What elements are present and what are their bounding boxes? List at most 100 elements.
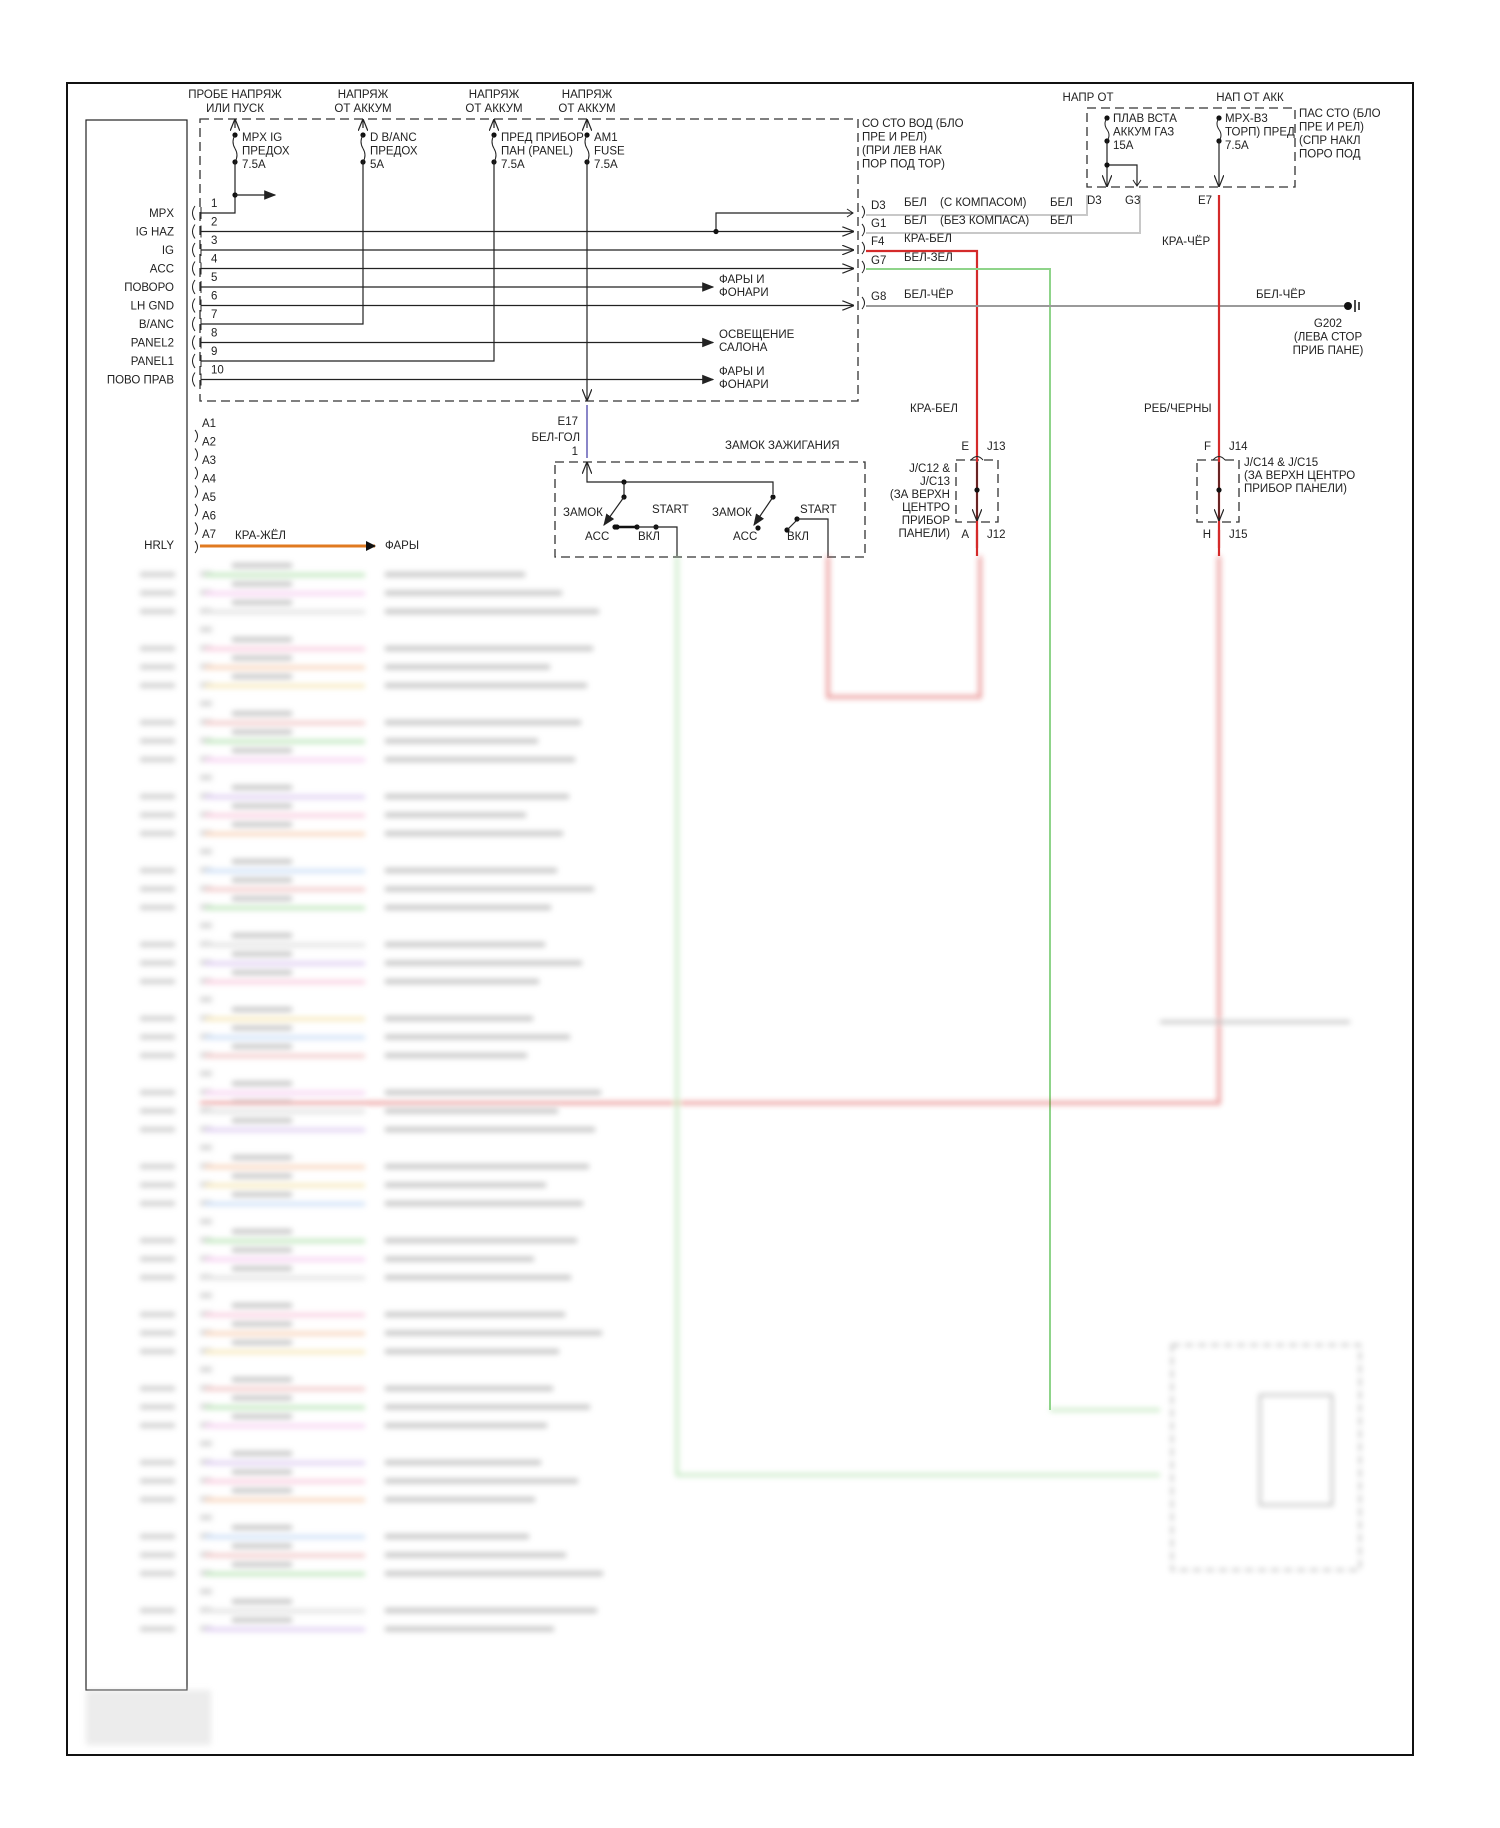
blurred-label: [86, 1690, 211, 1745]
connector-icon: [192, 316, 196, 332]
ignition-position-label: ACC: [585, 531, 609, 543]
right-fusebox-outline: [1086, 107, 1296, 188]
wire-color-label: БЕЛ: [904, 197, 927, 209]
junction-pin: E: [961, 441, 969, 453]
blurred-label: [232, 1377, 292, 1382]
blurred-label: [140, 1460, 175, 1465]
output-label: ФОНАРИ: [719, 287, 769, 299]
supply-label: НАПРЯЖ: [338, 89, 389, 101]
fusebox-pin-number: 4: [211, 254, 218, 266]
blurred-label: [385, 831, 563, 836]
connector-pin: G7: [871, 255, 886, 267]
module-pin-label: ПОВО ПРАВ: [107, 375, 174, 387]
connector-label: E17: [558, 416, 578, 428]
blurred-label: [140, 1571, 175, 1576]
connector-pin: 1: [572, 446, 578, 458]
fuse-label: MPX-B3: [1225, 113, 1268, 125]
connector-pin: G3: [1125, 195, 1140, 207]
blurred-pin: [200, 700, 212, 707]
wire: [1107, 164, 1138, 186]
wire-color-label: КРА-ЖЁЛ: [235, 530, 286, 542]
blurred-label: [232, 1303, 292, 1308]
blurred-pin: [200, 626, 212, 633]
connector-icon: [194, 540, 198, 554]
connector-icon: [192, 335, 196, 350]
wire-ig-haz-branch: [715, 212, 853, 232]
fuse-label: ПРЕДОХ: [242, 146, 290, 158]
fusebox-location: (ПРИ ЛЕВ НАК: [862, 145, 942, 157]
ground-label: (ЛЕВА СТОР: [1294, 332, 1363, 344]
blurred-label: [232, 581, 292, 587]
blurred-label: [140, 868, 175, 873]
blurred-label: [385, 942, 545, 947]
fuse-label: ПРЕДОХ: [370, 146, 418, 158]
blurred-label: [232, 1599, 292, 1604]
blurred-label: [385, 1275, 571, 1280]
blurred-label: [140, 1312, 175, 1317]
connector-icon: [970, 456, 984, 461]
blurred-label: [140, 1238, 175, 1243]
ignition-position-label: START: [800, 504, 837, 516]
connector-icon: [192, 205, 196, 221]
blurred-label: [232, 1543, 292, 1549]
module-pin-label: LH GND: [131, 301, 174, 313]
blurred-label: [385, 1127, 595, 1132]
supply-label: НАПРЯЖ: [562, 89, 613, 101]
blurred-label: [232, 1229, 292, 1234]
blurred-label: [232, 1044, 292, 1049]
connector-icon: [194, 485, 198, 498]
blurred-label: [385, 1256, 534, 1262]
wire-color-label: БЕЛ-ЧЁР: [904, 289, 954, 301]
blurred-label: [232, 563, 292, 568]
fusebox-pin-number: 5: [211, 272, 217, 284]
wire-color-label: БЕЛ-ЧЁР: [1256, 289, 1306, 301]
junction-dot: [974, 487, 980, 493]
blurred-label: [385, 1460, 541, 1465]
blurred-label: [140, 1552, 175, 1558]
supply-label: ПРОБЕ НАПРЯЖ: [188, 89, 282, 101]
blurred-wire: [675, 556, 1160, 1477]
junction-description: ПРИБОР ПАНЕЛИ): [1244, 483, 1347, 495]
supply-label: ОТ АККУМ: [558, 103, 615, 115]
junction-pin: A: [961, 529, 969, 541]
wire-color-label: БЕЛ: [1050, 215, 1073, 227]
wire: [586, 467, 774, 494]
connector-icon: [192, 372, 196, 387]
blurred-label: [232, 1266, 292, 1271]
connector-icon: [192, 353, 196, 369]
blurred-label: [232, 1414, 292, 1419]
fuse-icon: [1104, 117, 1110, 142]
fusebox-location: ПРЕ И РЕЛ): [1299, 122, 1364, 134]
module-pin-label: A6: [202, 511, 216, 523]
wire-f4-red-white: [866, 249, 979, 548]
junction-description: ЦЕНТРО: [902, 502, 950, 514]
ignition-switch-title: ЗАМОК ЗАЖИГАНИЯ: [725, 440, 840, 452]
connector-pin: D3: [871, 200, 886, 212]
junction-connector: J13: [987, 441, 1006, 453]
blurred-pin: [200, 1218, 212, 1225]
blurred-pin: [200, 848, 212, 855]
module-pin-label: MPX: [149, 208, 174, 220]
blurred-label: [385, 1404, 590, 1410]
blurred-label: [385, 905, 551, 910]
blurred-label: [385, 720, 581, 725]
wire-color-label: БЕЛ: [904, 215, 927, 227]
wire-color-label: КРА-ЧЁР: [1162, 236, 1210, 248]
junction-description: (ЗА ВЕРХН: [890, 489, 950, 501]
blurred-label: [140, 886, 175, 892]
fuse-label: 5A: [370, 159, 384, 171]
output-label: ФОНАРИ: [719, 379, 769, 391]
fuse-label: AM1: [594, 132, 618, 144]
blurred-pin: [200, 774, 212, 781]
blurred-label: [385, 886, 594, 892]
wire-color-label: БЕЛ: [1050, 197, 1073, 209]
blurred-pin: [200, 1070, 212, 1077]
blurred-pin: [200, 1366, 212, 1373]
connector-pin: G1: [871, 218, 886, 230]
junction-description: J/C13: [920, 476, 950, 488]
blurred-label: [232, 970, 292, 975]
blurred-pin: [200, 922, 212, 929]
wire-color-label: БЕЛ-ЗЕЛ: [904, 252, 953, 264]
blurred-label: [232, 1340, 292, 1345]
